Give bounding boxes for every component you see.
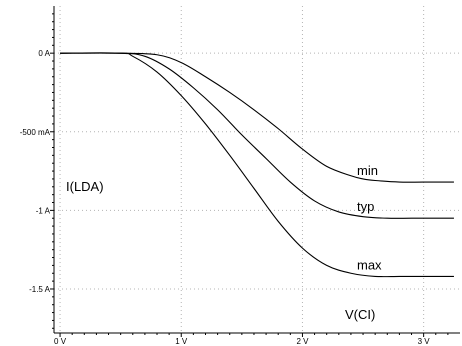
series-lines: min typ max	[60, 53, 454, 277]
y-tick-label-2: -1 A	[36, 206, 51, 215]
y-tick-label-0: 0 A	[38, 49, 50, 58]
grid-lines	[54, 6, 460, 333]
series-line-max	[60, 53, 454, 277]
y-axis-label: I(LDA)	[66, 179, 104, 194]
series-line-typ	[60, 53, 454, 218]
y-tick-label-3: -1.5 A	[29, 285, 51, 294]
tick-labels: 0 V 1 V 2 V 3 V 0 A -500 mA -1 A -1.5 A	[20, 49, 431, 346]
x-tick-label-0: 0 V	[54, 337, 67, 346]
series-label-min: min	[357, 163, 378, 178]
x-tick-label-1: 1 V	[175, 337, 188, 346]
series-line-min	[60, 53, 454, 182]
x-tick-label-3: 3 V	[418, 337, 431, 346]
series-label-typ: typ	[357, 199, 374, 214]
series-label-max: max	[357, 257, 382, 272]
x-tick-label-2: 2 V	[296, 337, 309, 346]
axes	[50, 6, 460, 337]
x-axis-label: V(CI)	[345, 307, 375, 322]
y-tick-label-1: -500 mA	[20, 128, 51, 137]
